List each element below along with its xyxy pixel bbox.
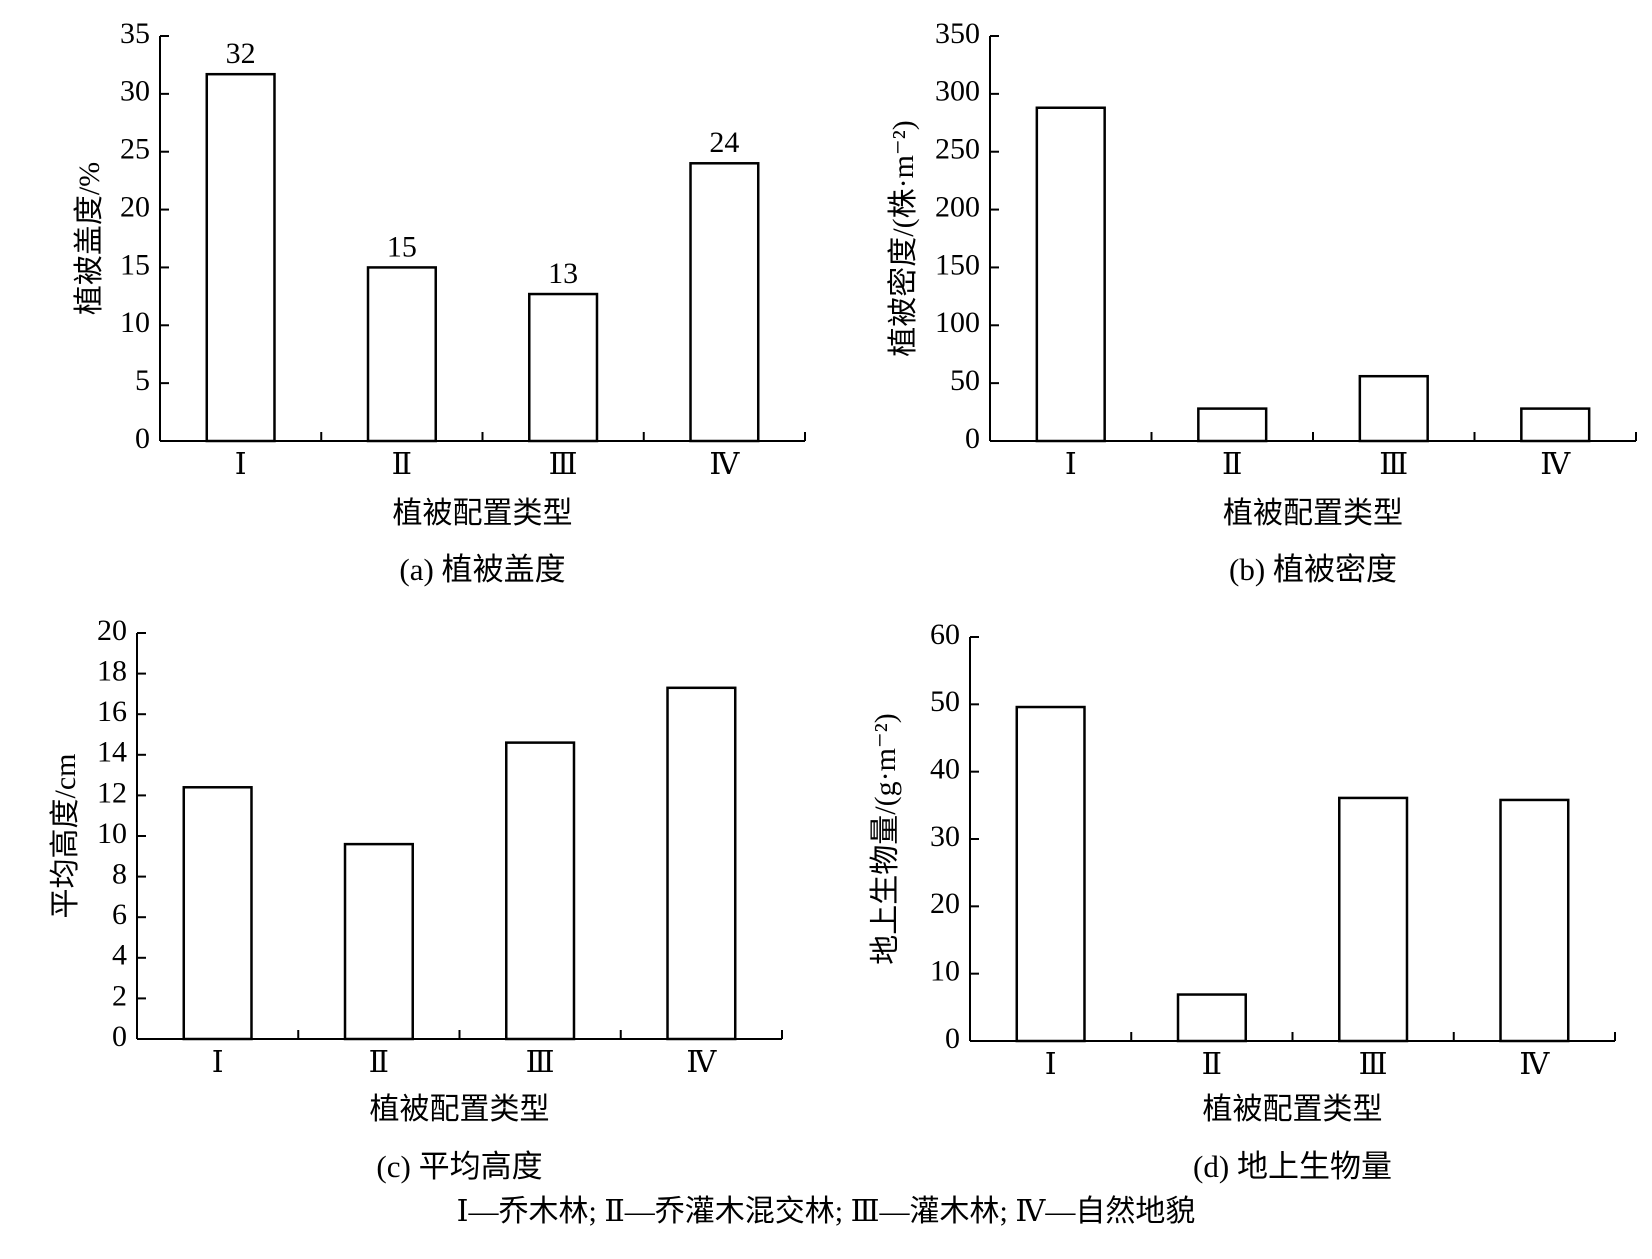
y-tick-label: 0	[112, 1020, 127, 1053]
bar-4	[1520, 407, 1591, 443]
figure-footnote: Ⅰ—乔木林; Ⅱ—乔灌木混交林; Ⅲ—灌木林; Ⅳ—自然地貌	[456, 1195, 1196, 1228]
y-axis-title: 平均高度/cm	[49, 754, 82, 919]
bar-3	[1338, 796, 1409, 1043]
bar-1	[182, 786, 253, 1041]
bar-2	[343, 842, 414, 1041]
data-label: 24	[709, 126, 739, 159]
y-axis-title: 地上生物量/(g·m⁻²)	[869, 713, 902, 964]
chart-panel-1: 0 5 10 15 20 25 30 35 Ⅰ 32 Ⅱ 15 Ⅲ 13 Ⅳ 24 植被配置类型 植被盖度/% (a…	[73, 17, 806, 587]
chart-panel-3: 0 2 4 6 8 10 12 14 16 18 20 Ⅰ Ⅱ Ⅲ Ⅳ 植被配置类型 平均高度/cm (c) 平均…	[49, 614, 783, 1184]
x-tick-label: Ⅰ	[1045, 1048, 1057, 1081]
x-tick-label: Ⅰ	[1065, 448, 1077, 481]
y-tick-label: 5	[135, 364, 150, 397]
data-label: 32	[226, 37, 256, 70]
bar-3	[528, 292, 599, 443]
x-tick-label: Ⅳ	[686, 1046, 717, 1079]
y-tick-label: 20	[930, 887, 960, 920]
bar-2	[1197, 407, 1268, 443]
x-tick-label: Ⅱ	[1222, 448, 1242, 481]
chart-caption: (d) 地上生物量	[1193, 1149, 1392, 1184]
y-tick-label: 35	[120, 17, 150, 50]
x-tick-label: Ⅳ	[1540, 448, 1571, 481]
x-tick-label: Ⅲ	[549, 448, 578, 481]
y-tick-label: 25	[120, 133, 150, 166]
bar-4	[1499, 798, 1570, 1043]
x-tick-label: Ⅰ	[235, 448, 247, 481]
x-axis-title: 植被配置类型	[393, 497, 573, 530]
x-tick-label: Ⅱ	[1202, 1048, 1222, 1081]
x-tick-label: Ⅳ	[709, 448, 740, 481]
y-tick-label: 15	[120, 248, 150, 281]
y-tick-label: 0	[965, 422, 980, 455]
data-label: 15	[387, 230, 417, 263]
y-tick-label: 10	[930, 955, 960, 988]
y-axis-title: 植被密度/(株·m⁻²)	[887, 120, 920, 356]
x-tick-label: Ⅱ	[369, 1046, 389, 1079]
bar-1	[1035, 106, 1106, 443]
y-tick-label: 30	[120, 75, 150, 108]
y-tick-label: 2	[112, 979, 127, 1012]
y-tick-label: 50	[950, 364, 980, 397]
y-tick-label: 12	[97, 776, 127, 809]
bar-1	[1015, 705, 1086, 1043]
y-tick-label: 14	[97, 736, 127, 769]
x-tick-label: Ⅲ	[1359, 1048, 1388, 1081]
x-tick-label: Ⅰ	[212, 1046, 224, 1079]
y-tick-label: 4	[112, 939, 127, 972]
bar-1	[205, 72, 276, 443]
y-axis-title: 植被盖度/%	[73, 162, 106, 315]
bar-3	[1358, 374, 1429, 443]
y-tick-label: 8	[112, 857, 127, 890]
y-tick-label: 20	[120, 190, 150, 223]
bar-2	[1176, 993, 1247, 1043]
y-tick-label: 0	[945, 1022, 960, 1055]
bar-2	[366, 266, 437, 443]
x-tick-label: Ⅱ	[392, 448, 412, 481]
y-tick-label: 350	[935, 17, 980, 50]
y-tick-label: 50	[930, 685, 960, 718]
x-tick-label: Ⅲ	[1379, 448, 1408, 481]
bar-4	[689, 162, 760, 443]
y-tick-label: 30	[930, 820, 960, 853]
bar-4	[666, 686, 737, 1041]
bar-3	[505, 741, 576, 1041]
y-tick-label: 40	[930, 753, 960, 786]
y-tick-label: 60	[930, 618, 960, 651]
y-tick-label: 300	[935, 75, 980, 108]
y-tick-label: 18	[97, 654, 127, 687]
y-tick-label: 20	[97, 614, 127, 647]
y-tick-label: 10	[97, 817, 127, 850]
y-tick-label: 150	[935, 248, 980, 281]
x-tick-label: Ⅲ	[526, 1046, 555, 1079]
x-tick-label: Ⅳ	[1519, 1048, 1550, 1081]
y-tick-label: 10	[120, 306, 150, 339]
chart-caption: (a) 植被盖度	[399, 552, 565, 587]
x-axis-title: 植被配置类型	[1223, 497, 1403, 530]
chart-panel-4: 0 10 20 30 40 50 60 Ⅰ Ⅱ Ⅲ Ⅳ 植被配置类型 地上生物量/(g·m⁻²) (d) …	[869, 618, 1616, 1184]
y-tick-label: 250	[935, 133, 980, 166]
chart-panel-2: 0 50 100 150 200 250 300 350 Ⅰ Ⅱ Ⅲ Ⅳ 植被配置类型 植被密度/(株·m…	[887, 17, 1637, 587]
y-tick-label: 16	[97, 695, 127, 728]
y-tick-label: 100	[935, 306, 980, 339]
x-axis-title: 植被配置类型	[370, 1093, 550, 1126]
chart-caption: (c) 平均高度	[376, 1149, 542, 1184]
chart-caption: (b) 植被密度	[1229, 552, 1397, 587]
y-tick-label: 0	[135, 422, 150, 455]
data-label: 13	[548, 257, 578, 290]
y-tick-label: 200	[935, 190, 980, 223]
y-tick-label: 6	[112, 898, 127, 931]
x-axis-title: 植被配置类型	[1203, 1093, 1383, 1126]
